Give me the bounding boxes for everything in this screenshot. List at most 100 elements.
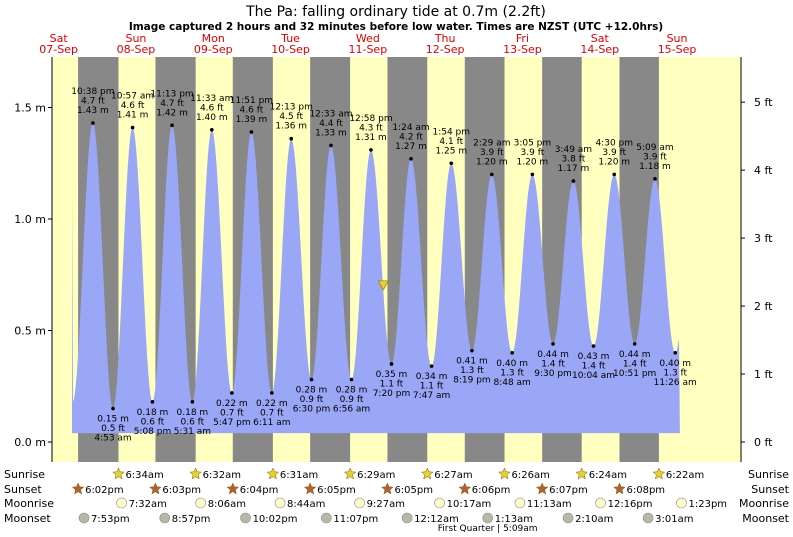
chart-title: The Pa: falling ordinary tide at 0.7m (2… [245, 4, 546, 20]
low-tide-label: 10:51 pm [613, 369, 656, 379]
tide-curve [72, 123, 680, 434]
moonset-icon [240, 512, 251, 524]
high-tide-label: 3.9 ft [521, 148, 545, 158]
moonrise-time: 8:06am [208, 499, 246, 510]
date-label: 13-Sep [503, 43, 542, 56]
high-tide-label: 1.17 m [558, 164, 590, 174]
high-tide-label: 11:33 am [190, 94, 233, 104]
sunrise-time: 6:31am [280, 470, 318, 481]
y-left-tick-label: 1.5 m [14, 102, 46, 115]
high-tide-label: 4:30 pm [595, 138, 633, 148]
high-tide-label: 11:13 pm [150, 89, 193, 99]
tide-extreme-dot [111, 406, 115, 411]
low-tide-label: 8:19 pm [453, 376, 491, 386]
sunrise-time: 6:32am [203, 470, 241, 481]
y-left-tick-label: 0.5 m [14, 325, 46, 338]
low-tide-label: 0.18 m [137, 408, 169, 418]
y-left-tick-label: 0.0 m [14, 436, 46, 449]
high-tide-label: 1.39 m [236, 115, 268, 125]
sunrise-icon [498, 467, 511, 480]
moonrise-icon [676, 497, 687, 509]
low-tide-label: 0.9 ft [300, 395, 324, 405]
sunrise-time: 6:26am [512, 470, 550, 481]
tide-extreme-dot [369, 148, 373, 152]
moonrise-time: 9:27am [367, 499, 405, 510]
sunrise-time: 6:24am [589, 470, 627, 481]
high-tide-label: 4.7 ft [81, 97, 105, 107]
high-tide-label: 1.42 m [156, 108, 188, 118]
sunset-time: 6:03pm [162, 485, 201, 496]
date-label: 07-Sep [39, 43, 78, 56]
high-tide-label: 3.9 ft [480, 148, 504, 158]
y-right-tick-label: 3 ft [754, 232, 773, 245]
date-label: 12-Sep [426, 43, 465, 56]
low-tide-label: 5:08 pm [134, 427, 172, 437]
moonset-icon [562, 512, 574, 524]
low-tide-label: 1.4 ft [623, 359, 647, 369]
tide-extreme-dot [190, 400, 195, 404]
moonrise-icon [354, 497, 365, 509]
moonset-icon [401, 512, 413, 524]
low-tide-label: 4:53 am [94, 434, 131, 444]
low-tide-label: 1.1 ft [380, 379, 404, 389]
high-tide-label: 3:49 am [555, 145, 592, 155]
sunset-icon [226, 482, 240, 495]
y-right-tick-label: 0 ft [754, 436, 773, 449]
moonset-time: 7:53pm [91, 514, 130, 525]
moonrise-icon [434, 497, 445, 509]
low-tide-label: 1.4 ft [541, 359, 565, 369]
high-tide-label: 4.4 ft [319, 119, 343, 129]
y-right-tick-label: 4 ft [754, 164, 773, 177]
low-tide-label: 0.44 m [619, 350, 651, 360]
low-tide-label: 1.3 ft [663, 368, 687, 378]
tide-extreme-dot [329, 143, 333, 148]
low-tide-label: 1.4 ft [582, 362, 606, 372]
high-tide-label: 12:58 pm [349, 114, 392, 124]
tide-extreme-dot [489, 172, 494, 177]
y-right-tick-label: 5 ft [754, 96, 773, 109]
moonrise-icon [195, 497, 206, 509]
high-tide-label: 1.27 m [395, 142, 427, 152]
low-tide-label: 1.3 ft [460, 366, 484, 376]
high-tide-label: 4.6 ft [240, 106, 264, 116]
high-tide-label: 1.31 m [355, 133, 387, 143]
moonrise-time: 11:13am [527, 499, 572, 510]
low-tide-label: 0.15 m [97, 415, 129, 425]
moonrise-icon [116, 497, 127, 509]
moonset-time: 10:02pm [253, 514, 298, 525]
moonset-time: 3:01am [655, 514, 693, 525]
low-tide-label: 0.43 m [578, 352, 610, 362]
sunset-time: 6:07pm [549, 485, 588, 496]
tide-extreme-dot [510, 351, 514, 355]
high-tide-label: 1.40 m [196, 113, 228, 123]
low-tide-label: 0.28 m [336, 386, 368, 396]
sunrise-icon [343, 467, 357, 480]
tide-extreme-dot [249, 130, 254, 134]
date-label: 11-Sep [348, 43, 387, 56]
date-label: 10-Sep [271, 43, 310, 56]
sunset-icon [535, 482, 549, 495]
low-tide-label: 0.22 m [216, 399, 248, 409]
tide-extreme-dot [429, 364, 434, 368]
low-tide-label: 11:26 am [654, 378, 697, 388]
tide-extreme-dot [289, 136, 294, 141]
low-tide-label: 7:47 am [413, 391, 450, 401]
low-tide-label: 0.41 m [456, 357, 488, 367]
sunrise-time: 6:22am [666, 470, 704, 481]
moonset-icon [321, 512, 332, 524]
tide-extreme-dot [653, 177, 657, 181]
high-tide-label: 4.3 ft [359, 123, 383, 133]
moonset-time: 8:57pm [172, 514, 211, 525]
low-tide-label: 0.7 ft [260, 408, 284, 418]
sunrise-icon [266, 467, 280, 480]
current-level-marker [377, 280, 389, 291]
tide-area [72, 123, 680, 434]
day-of-week-label: Mon [202, 32, 225, 45]
day-of-week-label: Wed [356, 32, 380, 45]
high-tide-label: 1:54 pm [432, 127, 470, 137]
moonrise-time: 8:44am [287, 499, 325, 510]
moonset-icon [78, 512, 90, 524]
y-right-tick-label: 1 ft [754, 368, 773, 381]
